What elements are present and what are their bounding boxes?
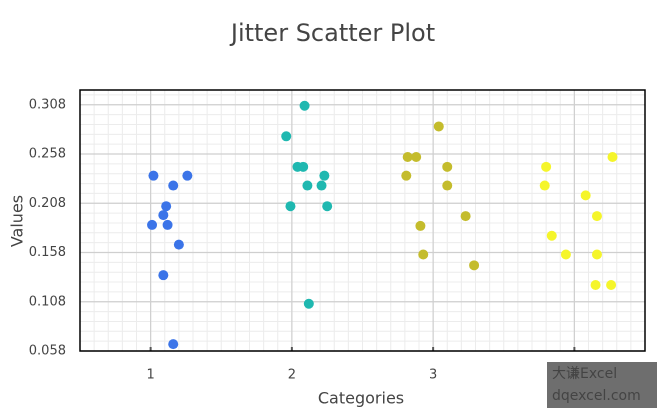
y-tick-label: 0.158	[29, 245, 66, 260]
point	[316, 180, 327, 191]
point	[322, 201, 333, 212]
point	[607, 151, 618, 162]
point	[433, 121, 444, 132]
point	[168, 180, 179, 191]
point	[415, 220, 426, 231]
y-tick-label: 0.108	[29, 294, 66, 309]
point	[580, 190, 591, 201]
x-tick-label: 1	[146, 368, 154, 383]
point	[168, 339, 179, 350]
point	[418, 249, 429, 260]
point	[442, 180, 453, 191]
point	[442, 161, 453, 172]
point	[591, 249, 602, 260]
point	[591, 211, 602, 222]
point	[173, 239, 184, 250]
point	[148, 170, 159, 181]
chart-title: Jitter Scatter Plot	[229, 19, 435, 47]
point	[299, 100, 310, 111]
point	[302, 180, 313, 191]
x-tick-label: 2	[288, 368, 296, 383]
point	[411, 151, 422, 162]
point	[158, 210, 169, 221]
point	[281, 131, 292, 142]
point	[162, 219, 173, 230]
y-axis-title: Values	[8, 195, 27, 247]
x-axis-title: Categories	[318, 389, 404, 408]
y-tick-label: 0.208	[29, 196, 66, 211]
point	[147, 219, 158, 230]
point	[285, 201, 296, 212]
x-tick-label: 3	[429, 368, 437, 383]
point	[319, 170, 330, 181]
y-tick-label: 0.058	[29, 344, 66, 359]
point	[541, 161, 552, 172]
point	[402, 151, 413, 162]
point	[606, 280, 617, 291]
point	[303, 298, 314, 309]
grid	[80, 90, 645, 352]
point	[182, 170, 193, 181]
point	[539, 180, 550, 191]
y-tick-label: 0.308	[29, 97, 66, 112]
point	[158, 270, 169, 281]
point	[546, 230, 557, 241]
point	[298, 161, 309, 172]
point	[469, 260, 480, 271]
plot-border	[79, 89, 646, 352]
point	[401, 170, 412, 181]
point	[161, 201, 172, 212]
watermark-box	[547, 362, 657, 408]
point	[560, 249, 571, 260]
plot	[147, 100, 618, 350]
point	[460, 211, 471, 222]
point	[590, 280, 601, 291]
y-tick-label: 0.258	[29, 147, 66, 162]
watermark-text: dqexcel.com	[552, 388, 641, 404]
watermark-text: 大谦Excel	[552, 366, 617, 382]
